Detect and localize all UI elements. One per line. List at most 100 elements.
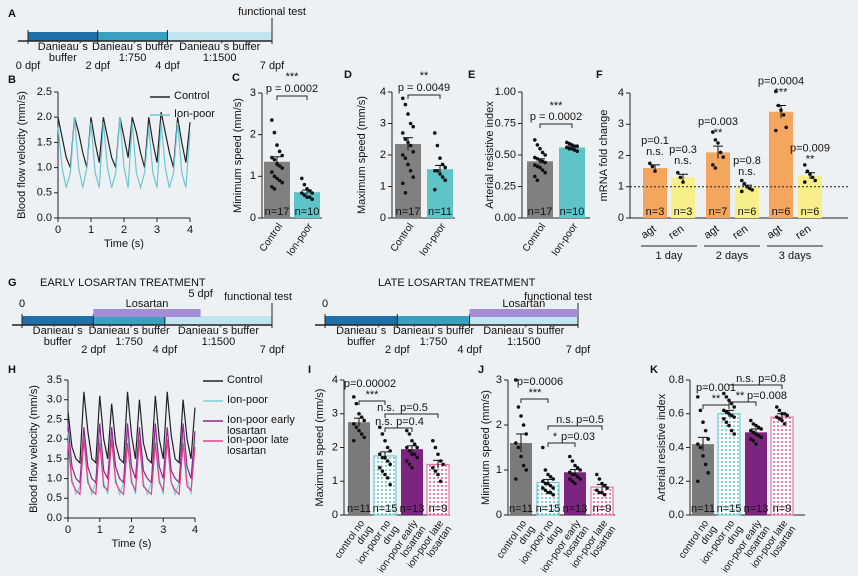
- n-label: n=17: [528, 206, 553, 218]
- data-point: [401, 131, 405, 135]
- category-label: ren: [793, 223, 813, 242]
- data-point: [403, 156, 408, 160]
- significance-bracket: [358, 400, 386, 405]
- x-tick-label: 1: [88, 224, 94, 236]
- data-point: [538, 165, 542, 170]
- annotation: ***: [286, 71, 300, 83]
- bar-annotation: p=0.003: [698, 116, 738, 128]
- y-tick-label: 0.5: [47, 492, 62, 504]
- series-line: [67, 439, 196, 496]
- bar: [401, 449, 423, 515]
- y-axis-label: Minimum speed (mm/s): [232, 98, 244, 213]
- data-point: [602, 492, 607, 497]
- data-point: [401, 153, 405, 157]
- annotation: p=0.00002: [344, 378, 396, 390]
- n-label: n=9: [773, 503, 792, 515]
- bar: [671, 177, 695, 218]
- data-point: [678, 175, 683, 180]
- timeline-tick-label: 4 dpf: [153, 344, 178, 356]
- treatment-bar: [93, 309, 201, 317]
- y-tick-label: 0.00: [495, 212, 516, 224]
- y-tick-label: 0.6: [669, 408, 684, 420]
- annotation: p=0.5: [400, 402, 428, 414]
- data-point: [573, 472, 577, 477]
- data-point: [302, 182, 307, 187]
- data-point: [406, 112, 410, 116]
- bar-annotation: **: [714, 127, 723, 139]
- y-tick-label: 3: [332, 408, 338, 420]
- data-point: [438, 172, 442, 176]
- data-point: [443, 178, 448, 182]
- data-point: [438, 156, 442, 160]
- data-point: [275, 162, 279, 166]
- bar: [717, 413, 741, 516]
- data-point: [729, 428, 734, 433]
- data-point: [407, 462, 412, 467]
- bar: [564, 472, 586, 515]
- data-point: [433, 131, 437, 135]
- x-tick-label: 1: [97, 524, 103, 536]
- y-tick-label: 3.0: [47, 394, 62, 406]
- data-point: [431, 465, 435, 470]
- data-point: [749, 437, 753, 441]
- data-point: [754, 423, 758, 428]
- data-point: [774, 89, 778, 94]
- data-point: [277, 178, 282, 183]
- y-tick-label: 2.0: [37, 111, 52, 123]
- data-point: [438, 479, 443, 484]
- data-point: [524, 432, 528, 436]
- data-point: [533, 174, 537, 179]
- data-point: [727, 411, 731, 416]
- bar-annotation: p=0.3: [669, 144, 697, 156]
- data-point: [605, 486, 609, 490]
- category-label: agt: [639, 223, 658, 242]
- timeline-tick-label: 4 dpf: [155, 60, 180, 72]
- n-label: n=11: [691, 503, 715, 515]
- data-point: [776, 103, 781, 108]
- data-point: [648, 161, 652, 166]
- data-point: [380, 455, 385, 460]
- data-point: [718, 150, 723, 155]
- data-point: [380, 469, 385, 473]
- segment-label: Danieau´s buffer: [89, 325, 170, 337]
- bar: [348, 422, 370, 515]
- timeline-tick-label: 2 dpf: [85, 60, 110, 72]
- segment-label: Danieau´s buffer: [92, 41, 173, 53]
- data-point: [749, 418, 753, 423]
- data-point: [696, 442, 700, 446]
- data-point: [575, 474, 580, 479]
- data-point: [411, 124, 416, 129]
- segment-label: Danieau´s buffer: [179, 41, 260, 53]
- segment-label: Danieau´s buffer: [483, 325, 564, 337]
- data-point: [300, 191, 304, 195]
- data-point: [435, 143, 440, 148]
- data-point: [431, 438, 435, 443]
- y-axis-label: Maximum speed (mm/s): [314, 389, 326, 507]
- data-point: [388, 482, 393, 487]
- y-tick-label: 1.0: [37, 162, 52, 174]
- data-point: [435, 168, 440, 173]
- data-point: [514, 441, 518, 445]
- data-point: [701, 454, 705, 458]
- n-label: n=13: [744, 503, 769, 515]
- data-point: [535, 178, 540, 182]
- data-point: [696, 479, 700, 484]
- bar: [395, 143, 421, 218]
- y-tick-label: 3.5: [47, 374, 62, 386]
- data-point: [703, 428, 708, 433]
- n-label: n=7: [709, 206, 728, 218]
- timeline-title: EARLY LOSARTAN TREATMENT: [40, 277, 206, 289]
- data-point: [578, 477, 582, 481]
- data-point: [551, 492, 555, 497]
- data-point: [277, 164, 282, 168]
- significance-bracket: [547, 442, 576, 447]
- panel-letter: F: [596, 69, 603, 81]
- annotation: ***: [550, 100, 564, 112]
- data-point: [650, 164, 655, 169]
- treatment-bar: [469, 309, 578, 317]
- y-axis-label: mRNA fold change: [598, 110, 610, 202]
- y-tick-label: 0: [618, 212, 624, 224]
- x-tick-label: 2: [128, 524, 134, 536]
- data-point: [551, 477, 555, 481]
